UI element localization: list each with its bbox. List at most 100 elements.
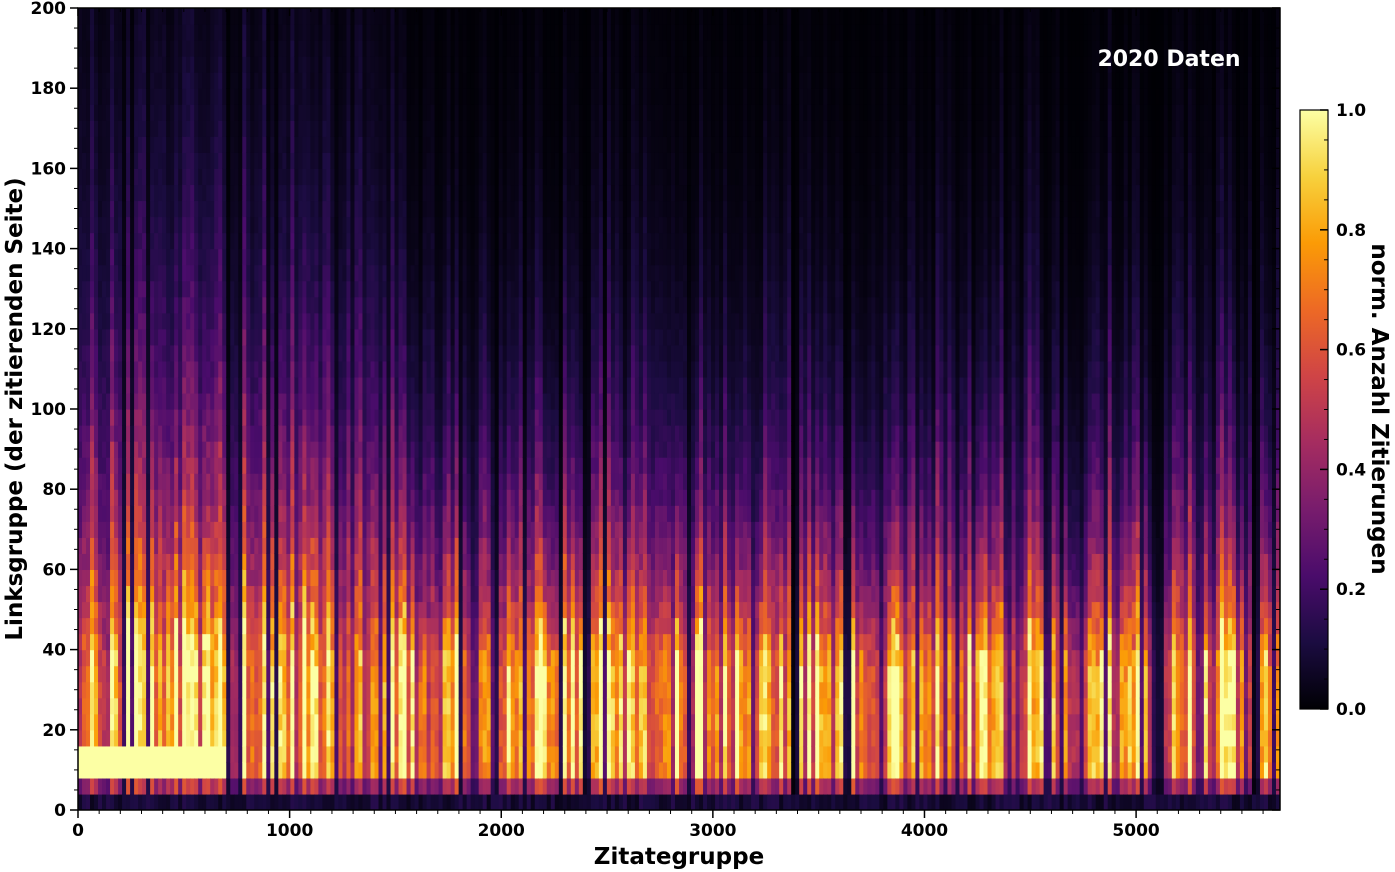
heatmap-cell [306, 136, 311, 153]
heatmap-cell [318, 344, 324, 362]
heatmap-cells [78, 8, 1280, 810]
heatmap-cell [278, 441, 283, 458]
heatmap-cell [458, 745, 464, 763]
heatmap-cell [402, 280, 408, 298]
heatmap-cell [194, 328, 199, 346]
heatmap-cell [322, 537, 328, 554]
heatmap-cell [298, 104, 303, 121]
heatmap-cell [414, 777, 420, 795]
heatmap-cell [166, 745, 171, 763]
heatmap-cell [202, 777, 207, 795]
heatmap-cell [402, 409, 408, 426]
heatmap-cell [242, 216, 247, 234]
heatmap-cell [418, 168, 424, 186]
heatmap-cell [134, 248, 139, 266]
heatmap-cell [398, 328, 404, 346]
heatmap-cell [78, 40, 83, 57]
heatmap-cell [310, 425, 315, 442]
heatmap-cell [298, 569, 303, 587]
heatmap-cell [430, 264, 436, 282]
heatmap-cell [374, 200, 380, 218]
heatmap-cell [262, 521, 267, 538]
heatmap-cell [122, 537, 127, 554]
heatmap-cell [266, 88, 271, 105]
heatmap-cell [162, 296, 167, 314]
heatmap-cell [322, 152, 328, 169]
heatmap-cell [94, 585, 99, 603]
heatmap-cell [78, 793, 83, 810]
heatmap-cell [430, 104, 436, 121]
heatmap-cell [286, 681, 291, 699]
heatmap-cell [190, 24, 195, 41]
heatmap-cell [290, 745, 295, 763]
heatmap-cell [102, 697, 107, 715]
heatmap-cell [242, 489, 247, 506]
heatmap-cell [378, 392, 384, 410]
heatmap-cell [226, 521, 231, 538]
heatmap-cell [362, 601, 368, 619]
heatmap-cell [158, 344, 163, 362]
heatmap-cell [218, 24, 223, 41]
heatmap-cell [206, 569, 211, 587]
heatmap-cell [370, 729, 376, 747]
heatmap-cell [134, 392, 139, 410]
heatmap-cell [334, 168, 340, 186]
heatmap-cell [274, 248, 279, 266]
heatmap-cell [410, 441, 416, 458]
heatmap-cell [258, 713, 263, 731]
heatmap-cell [314, 457, 319, 474]
heatmap-cell [206, 585, 211, 603]
heatmap-cell [274, 136, 279, 153]
heatmap-cell [250, 152, 255, 169]
heatmap-cell [370, 681, 376, 699]
heatmap-cell [322, 553, 328, 570]
heatmap-cell [266, 777, 271, 795]
heatmap-cell [290, 521, 295, 538]
heatmap-cell [130, 200, 135, 218]
heatmap-cell [334, 200, 340, 218]
heatmap-cell [430, 248, 436, 266]
heatmap-cell [114, 489, 119, 506]
heatmap-cell [410, 473, 416, 490]
heatmap-cell [234, 216, 239, 234]
heatmap-cell [370, 793, 376, 810]
heatmap-cell [78, 360, 83, 378]
heatmap-cell [442, 136, 448, 153]
heatmap-cell [234, 200, 239, 218]
heatmap-cell [154, 104, 159, 121]
heatmap-cell [454, 72, 460, 89]
heatmap-cell [234, 793, 239, 810]
heatmap-cell [146, 697, 151, 715]
heatmap-cell [382, 745, 388, 763]
heatmap-cell [246, 441, 251, 458]
heatmap-column [326, 8, 332, 810]
heatmap-cell [86, 328, 91, 346]
heatmap-cell [302, 617, 307, 635]
heatmap-cell [386, 376, 392, 394]
heatmap-cell [90, 569, 95, 587]
heatmap-cell [410, 280, 416, 298]
heatmap-cell [182, 136, 187, 153]
heatmap-cell [394, 264, 400, 282]
heatmap-cell [302, 296, 307, 314]
heatmap-cell [198, 745, 203, 763]
heatmap-cell [154, 376, 159, 394]
heatmap-cell [222, 392, 227, 410]
heatmap-cell [418, 473, 424, 490]
heatmap-cell [78, 441, 83, 458]
heatmap-cell [350, 473, 356, 490]
heatmap-cell [354, 537, 360, 554]
heatmap-cell [290, 376, 295, 394]
heatmap-cell [138, 489, 143, 506]
heatmap-cell [210, 649, 215, 667]
heatmap-cell [78, 457, 83, 474]
heatmap-column [330, 8, 336, 810]
heatmap-cell [246, 617, 251, 635]
heatmap-cell [106, 200, 111, 218]
heatmap-cell [318, 777, 324, 795]
heatmap-cell [450, 136, 456, 153]
heatmap-cell [238, 200, 243, 218]
heatmap-cell [342, 24, 348, 41]
heatmap-cell [218, 521, 223, 538]
heatmap-cell [262, 457, 267, 474]
